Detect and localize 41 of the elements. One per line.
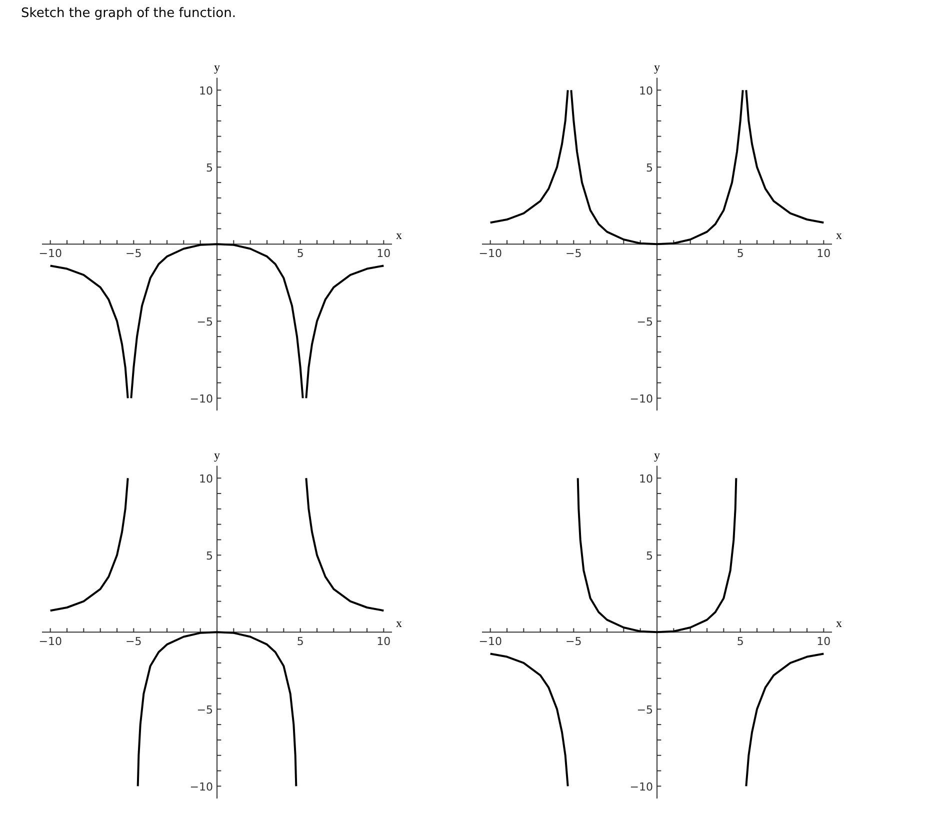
- chart-title: Sketch the graph of the function.: [21, 5, 236, 23]
- x-tick-label: −10: [478, 635, 502, 648]
- x-tick-label: −5: [126, 635, 142, 648]
- y-tick-label: −10: [190, 780, 214, 794]
- y-tick-label: 10: [199, 84, 214, 98]
- y-tick-label: −5: [636, 316, 654, 329]
- x-tick-label: −5: [126, 247, 142, 260]
- x-axis-title: x: [396, 228, 402, 242]
- y-axis-title: y: [654, 448, 660, 462]
- y-tick-label: 10: [199, 472, 214, 486]
- x-tick-label: −10: [38, 635, 62, 648]
- y-tick-label: 5: [646, 162, 653, 175]
- x-tick-label: 5: [736, 635, 744, 648]
- x-axis-title: x: [836, 228, 842, 242]
- y-tick-label: 10: [639, 84, 654, 98]
- x-tick-label: 10: [376, 635, 391, 648]
- y-tick-label: −5: [196, 316, 214, 329]
- x-axis-title: x: [836, 616, 842, 630]
- x-tick-label: −10: [478, 247, 502, 260]
- y-axis-title: y: [654, 60, 660, 74]
- y-tick-label: 5: [206, 162, 213, 175]
- x-tick-label: −5: [566, 247, 582, 260]
- y-tick-label: 5: [206, 550, 213, 563]
- y-tick-label: −5: [636, 704, 654, 717]
- y-axis-title: y: [214, 448, 220, 462]
- x-tick-label: 10: [376, 247, 391, 260]
- y-tick-label: −10: [630, 780, 654, 794]
- x-tick-label: 10: [816, 635, 831, 648]
- x-tick-label: 5: [736, 247, 744, 260]
- x-tick-label: −5: [566, 635, 582, 648]
- x-tick-label: 10: [816, 247, 831, 260]
- x-tick-label: 5: [296, 247, 304, 260]
- x-tick-label: −10: [38, 247, 62, 260]
- y-tick-label: −10: [630, 392, 654, 406]
- y-tick-label: 10: [639, 472, 654, 486]
- y-tick-label: 5: [646, 550, 653, 563]
- y-tick-label: −10: [190, 392, 214, 406]
- y-tick-label: −5: [196, 704, 214, 717]
- y-axis-title: y: [214, 60, 220, 74]
- x-axis-title: x: [396, 616, 402, 630]
- x-tick-label: 5: [296, 635, 304, 648]
